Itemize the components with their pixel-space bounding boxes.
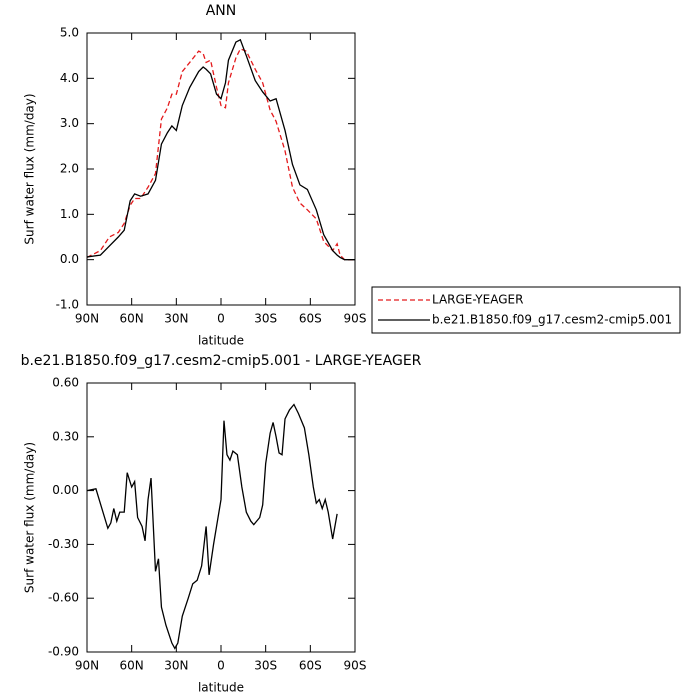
plot-frame — [86, 32, 356, 306]
data-line — [86, 403, 338, 650]
y-axis-label: Surf water flux (mm/day) — [23, 93, 37, 244]
chart-title: ANN — [206, 3, 237, 19]
y-tick-label: 0.00 — [52, 483, 79, 497]
x-tick-label: 60N — [120, 659, 144, 673]
y-tick-label: -0.60 — [48, 591, 79, 605]
x-tick-label: 30N — [164, 312, 188, 326]
y-tick-label: 0.60 — [52, 376, 79, 390]
legend-label: LARGE-YEAGER — [432, 293, 523, 307]
x-tick-label: 60N — [120, 312, 144, 326]
legend-label: b.e21.B1850.f09_g17.cesm2-cmip5.001 — [432, 313, 672, 327]
data-line — [86, 48, 355, 261]
x-axis-label: latitude — [198, 681, 244, 695]
x-tick-label: 90S — [344, 659, 367, 673]
y-tick-label: -0.90 — [48, 645, 79, 659]
plot-frame — [86, 382, 356, 653]
x-tick-label: 30N — [164, 659, 188, 673]
y-tick-label: 5.0 — [60, 26, 79, 40]
y-tick-label: 2.0 — [60, 162, 79, 176]
y-tick-label: 3.0 — [60, 116, 79, 130]
x-tick-label: 90S — [344, 312, 367, 326]
y-tick-label: -1.0 — [56, 298, 79, 312]
legend-frame — [371, 286, 681, 334]
legend: LARGE-YEAGER b.e21.B1850.f09_g17.cesm2-cm… — [371, 286, 681, 334]
x-tick-label: 60S — [299, 312, 322, 326]
x-tick-label: 90N — [75, 659, 99, 673]
x-tick-label: 30S — [254, 312, 277, 326]
y-tick-label: 0.30 — [52, 429, 79, 443]
x-tick-label: 60S — [299, 659, 322, 673]
x-tick-label: 0 — [217, 312, 225, 326]
x-axis-label: latitude — [198, 334, 244, 348]
x-tick-label: 90N — [75, 312, 99, 326]
x-tick-label: 30S — [254, 659, 277, 673]
y-tick-label: 0.0 — [60, 252, 79, 266]
y-axis-label: Surf water flux (mm/day) — [23, 442, 37, 593]
data-line — [86, 38, 355, 261]
x-tick-label: 0 — [217, 659, 225, 673]
chart-title: b.e21.B1850.f09_g17.cesm2-cmip5.001 - LA… — [21, 353, 422, 369]
y-tick-label: 1.0 — [60, 207, 79, 221]
y-tick-label: 4.0 — [60, 71, 79, 85]
y-tick-label: -0.30 — [48, 537, 79, 551]
